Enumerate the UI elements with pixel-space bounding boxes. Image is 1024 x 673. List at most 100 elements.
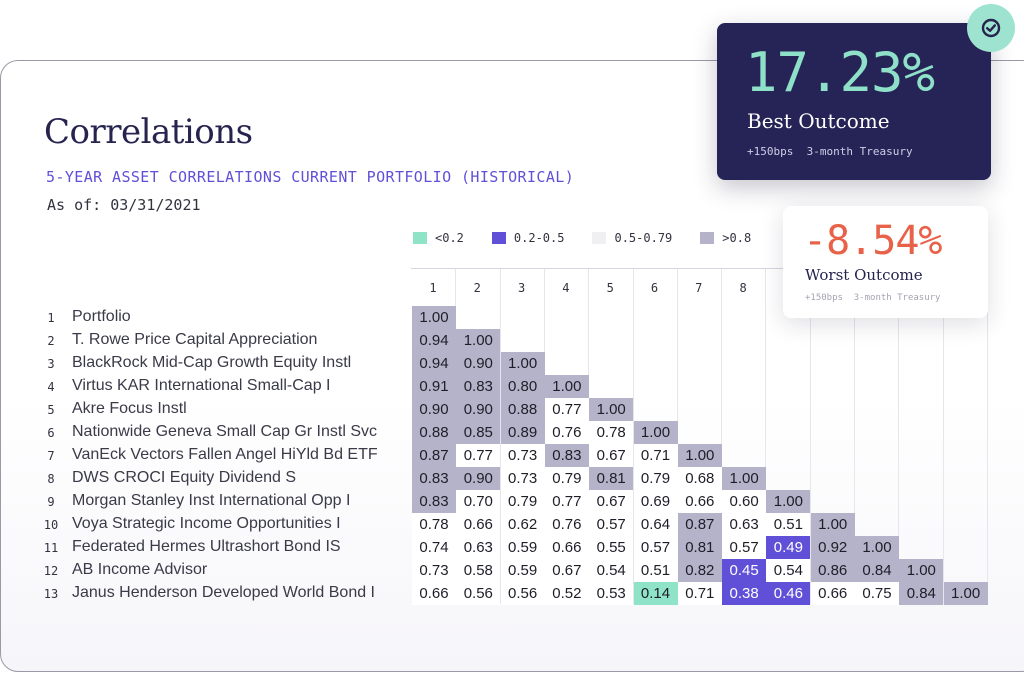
best-outcome-label: Best Outcome <box>747 109 890 133</box>
grid-column-line <box>854 269 855 604</box>
legend-swatch <box>491 232 506 244</box>
correlation-cell: 0.90 <box>456 352 501 375</box>
correlation-cell: 0.94 <box>412 329 456 352</box>
best-outcome-subtext: +150bps 3-month Treasury <box>747 145 913 158</box>
column-header: 7 <box>695 281 703 295</box>
correlation-cell: 0.79 <box>633 467 678 490</box>
column-header: 8 <box>739 281 747 295</box>
best-outcome-card: 17.23% Best Outcome +150bps 3-month Trea… <box>717 23 991 180</box>
legend-swatch <box>413 232 427 244</box>
correlation-cell: 0.60 <box>722 490 767 513</box>
correlation-cell: 1.00 <box>722 467 767 490</box>
fund-name: Voya Strategic Income Opportunities I <box>72 515 341 532</box>
correlation-cell: 1.00 <box>766 490 811 513</box>
correlation-cell: 0.84 <box>855 559 899 582</box>
correlation-cell: 0.14 <box>633 582 678 605</box>
worst-outcome-subtext: +150bps 3-month Treasury <box>805 293 941 303</box>
correlation-cell: 0.82 <box>677 559 722 582</box>
color-legend: <0.2 0.2-0.5 0.5-0.79 >0.8 <box>413 231 779 245</box>
grid-column-line <box>986 269 988 604</box>
correlation-cell: 0.76 <box>544 421 589 444</box>
correlation-cell: 0.85 <box>456 421 501 444</box>
correlation-cell: 0.56 <box>456 582 501 605</box>
as-of-date: As of: 03/31/2021 <box>47 196 201 214</box>
grid-column-line <box>898 269 900 604</box>
correlation-cell: 0.71 <box>633 444 678 467</box>
correlation-cell: 0.90 <box>456 467 501 490</box>
column-header: 1 <box>429 281 437 295</box>
correlation-cell: 0.89 <box>500 421 545 444</box>
grid-column-line <box>721 269 723 604</box>
correlation-cell: 0.73 <box>412 559 456 582</box>
correlation-cell: 0.77 <box>544 490 589 513</box>
correlation-cell: 0.52 <box>544 582 589 605</box>
correlation-cell: 0.79 <box>500 490 545 513</box>
correlation-cell: 1.00 <box>589 398 634 421</box>
correlation-cell: 0.76 <box>544 513 589 536</box>
correlation-cell: 0.58 <box>456 559 501 582</box>
legend-swatch <box>700 232 715 244</box>
legend-swatch <box>592 232 607 244</box>
row-number: 5 <box>47 403 55 417</box>
row-number: 12 <box>43 564 59 578</box>
correlation-cell: 1.00 <box>456 329 501 352</box>
legend-label: 0.5-0.79 <box>614 231 673 245</box>
correlation-cell: 0.57 <box>722 536 767 559</box>
correlation-cell: 1.00 <box>899 559 944 582</box>
correlation-cell: 0.90 <box>456 398 501 421</box>
correlation-cell: 0.71 <box>677 582 722 605</box>
correlation-cell: 0.68 <box>677 467 722 490</box>
correlation-cell: 0.69 <box>633 490 678 513</box>
correlation-cell: 0.54 <box>766 559 811 582</box>
correlation-cell: 1.00 <box>855 536 899 559</box>
fund-name: T. Rowe Price Capital Appreciation <box>72 331 318 348</box>
correlation-cell: 0.64 <box>633 513 678 536</box>
best-outcome-value: 17.23% <box>745 41 935 104</box>
correlation-cell: 0.59 <box>500 536 545 559</box>
correlation-cell: 0.83 <box>412 490 456 513</box>
column-header: 2 <box>473 281 481 295</box>
correlation-cell: 0.73 <box>500 467 545 490</box>
correlation-cell: 0.59 <box>500 559 545 582</box>
correlation-cell: 0.57 <box>633 536 678 559</box>
correlation-cell: 1.00 <box>810 513 855 536</box>
correlation-cell: 0.62 <box>500 513 545 536</box>
correlation-cell: 0.77 <box>456 444 501 467</box>
row-number: 9 <box>47 495 55 509</box>
row-number: 11 <box>43 541 59 555</box>
grid-column-line <box>942 269 944 604</box>
fund-name: Nationwide Geneva Small Cap Gr Instl Svc <box>72 423 378 440</box>
correlation-cell: 0.63 <box>722 513 767 536</box>
correlation-cell: 0.83 <box>544 444 589 467</box>
fund-name: Virtus KAR International Small-Cap I <box>72 377 331 394</box>
legend-item: <0.2 <box>413 231 464 245</box>
check-circle-icon[interactable] <box>967 4 1015 52</box>
correlation-cell: 0.54 <box>589 559 634 582</box>
row-number: 1 <box>47 311 55 325</box>
fund-name: BlackRock Mid-Cap Growth Equity Instl <box>72 354 352 371</box>
legend-label: >0.8 <box>722 231 752 245</box>
correlation-cell: 0.66 <box>456 513 501 536</box>
row-number: 3 <box>47 357 55 371</box>
column-header: 6 <box>650 281 659 295</box>
correlation-cell: 0.79 <box>544 467 589 490</box>
row-number: 10 <box>43 518 59 532</box>
row-number: 2 <box>47 334 55 348</box>
correlation-cell: 0.66 <box>677 490 722 513</box>
fund-name: Janus Henderson Developed World Bond I <box>72 584 375 601</box>
legend-item: >0.8 <box>700 231 751 245</box>
correlation-cell: 0.92 <box>810 536 855 559</box>
fund-name: Federated Hermes Ultrashort Bond IS <box>72 538 341 555</box>
correlation-cell: 1.00 <box>677 444 722 467</box>
correlation-cell: 0.45 <box>722 559 767 582</box>
worst-outcome-label: Worst Outcome <box>805 266 923 284</box>
correlation-cell: 0.73 <box>500 444 545 467</box>
row-number: 8 <box>47 472 55 486</box>
correlation-cell: 0.83 <box>412 467 456 490</box>
correlation-cell: 0.88 <box>500 398 545 421</box>
correlation-cell: 0.87 <box>412 444 456 467</box>
fund-name: DWS CROCI Equity Dividend S <box>72 469 297 486</box>
page-title: Correlations <box>44 112 253 152</box>
row-number: 6 <box>47 426 55 440</box>
column-header: 3 <box>517 281 526 295</box>
